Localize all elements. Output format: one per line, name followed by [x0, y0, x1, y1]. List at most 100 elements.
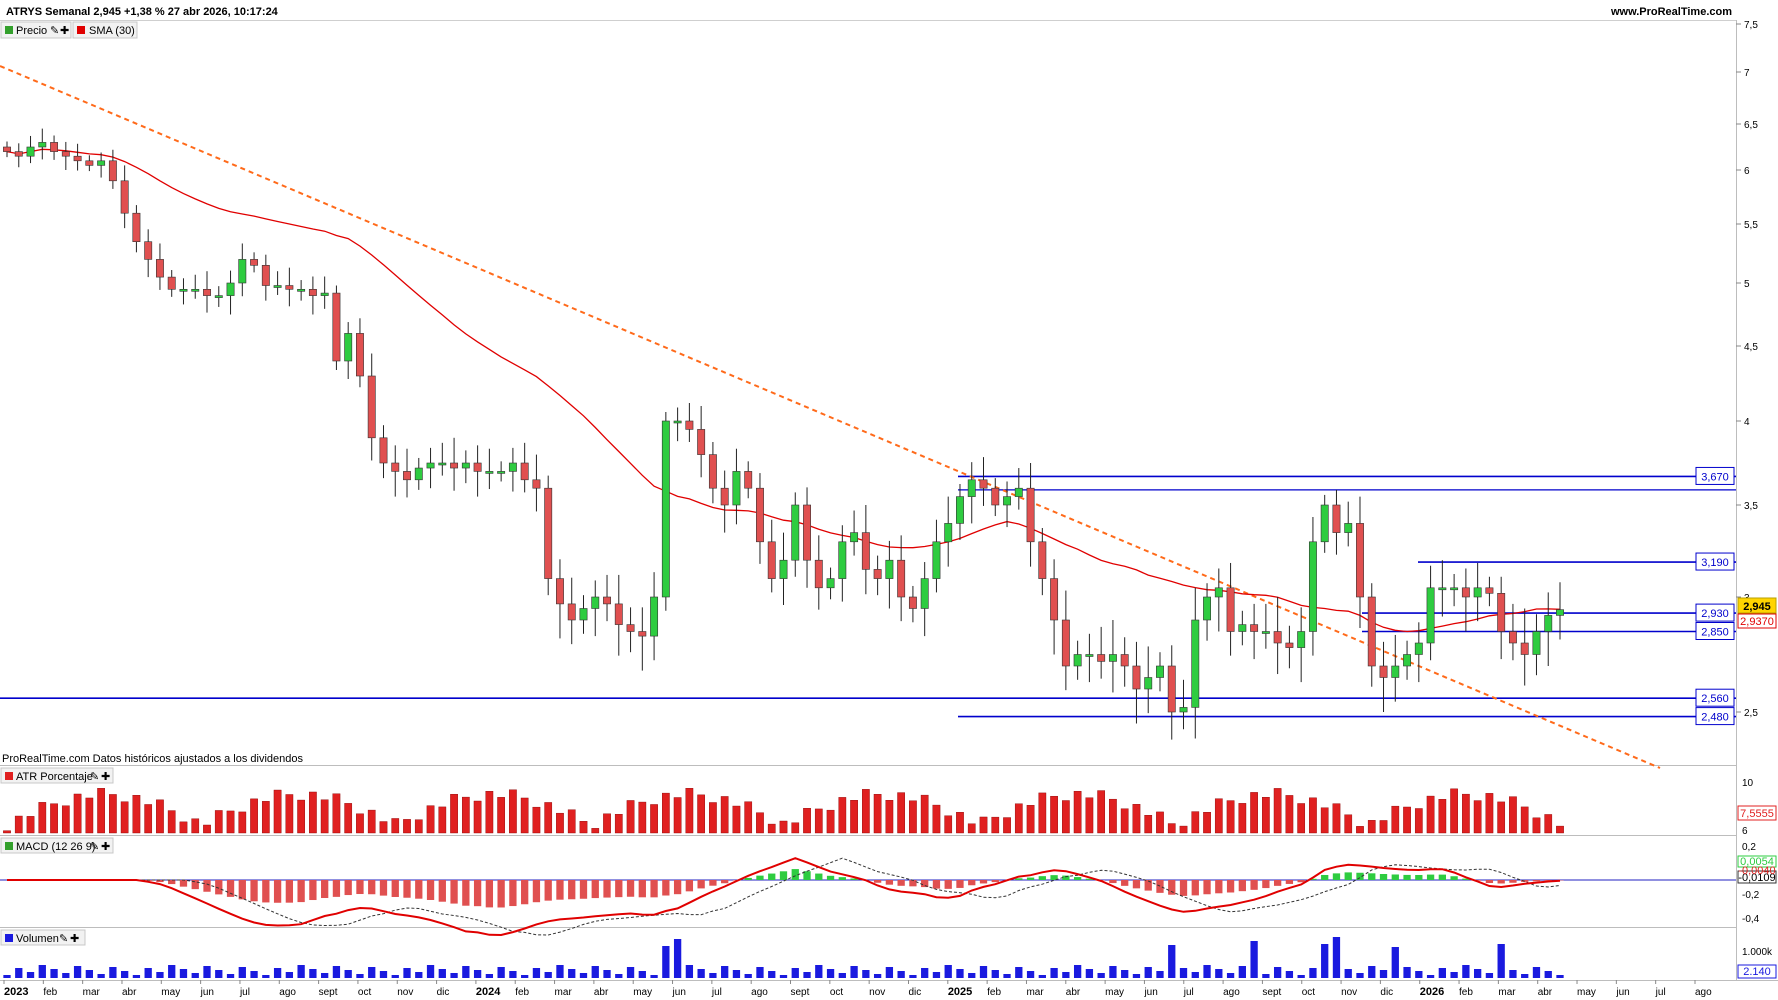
wrench-icon[interactable]: ✎	[90, 841, 99, 853]
site-label[interactable]: www.ProRealTime.com	[1610, 6, 1732, 18]
candle	[1144, 646, 1153, 714]
atr-bar	[367, 809, 376, 834]
volume-bar	[685, 965, 694, 978]
candle	[991, 478, 1000, 517]
plus-icon[interactable]: ✚	[70, 933, 79, 945]
atr-bar	[1226, 800, 1235, 834]
atr-bar	[709, 802, 717, 834]
volume-bar	[791, 968, 799, 978]
candle	[1438, 560, 1447, 617]
svg-text:2.140: 2.140	[1743, 966, 1771, 978]
support-resistance-levels: 3,670 3,190 2,930 2,850 2,560 2,480	[0, 466, 1736, 726]
plus-icon[interactable]: ✚	[101, 841, 110, 853]
svg-text:ATR Porcentaje: ATR Porcentaje	[16, 771, 93, 783]
atr-bar	[273, 789, 282, 834]
time-label: abr	[1066, 987, 1081, 998]
atr-bar	[1473, 800, 1482, 834]
wrench-icon[interactable]: ✎	[50, 25, 59, 37]
macd-hist-bar	[321, 880, 329, 899]
macd-value-tags: 0,0054 -0,0109 -0,0040	[1737, 855, 1777, 884]
macd-hist-bar	[709, 880, 717, 886]
macd-hist-bar	[226, 880, 235, 897]
volume-bar	[1415, 971, 1423, 978]
volume-bar	[203, 966, 211, 978]
candle	[391, 445, 400, 497]
atr-bar	[803, 808, 811, 834]
volume-bar	[932, 972, 941, 978]
macd-hist-bar	[1391, 874, 1399, 880]
macd-hist-bar	[744, 877, 752, 880]
atr-bar	[626, 800, 635, 834]
atr-bar	[1520, 806, 1529, 834]
wrench-icon[interactable]: ✎	[59, 933, 68, 945]
atr-bar	[85, 797, 94, 834]
candle	[1461, 568, 1470, 632]
candle	[367, 353, 376, 461]
macd-hist-bar	[1226, 880, 1235, 893]
macd-hist-bar	[1544, 880, 1552, 881]
macd-hist-bar	[1203, 880, 1211, 895]
atr-bar	[297, 799, 305, 834]
macd-hist-bar	[956, 880, 964, 888]
atr-bar	[1414, 808, 1423, 834]
volume-bar	[1156, 971, 1164, 978]
level-label: 3,670	[1701, 471, 1729, 483]
atr-bar	[1403, 806, 1411, 834]
atr-bar	[391, 818, 400, 834]
atr-bar	[109, 794, 117, 834]
svg-text:-0,0040: -0,0040	[1738, 865, 1775, 877]
atr-bar	[1014, 803, 1023, 834]
volume-bar	[462, 966, 470, 978]
last-price-tag: 2,945	[1737, 597, 1777, 614]
atr-bar	[191, 818, 200, 834]
macd-hist-bar	[721, 880, 729, 884]
atr-bars	[3, 788, 1564, 834]
candle	[1108, 620, 1117, 693]
time-label: mar	[1026, 987, 1044, 998]
candle	[779, 532, 788, 606]
atr-bar	[520, 797, 529, 834]
wrench-icon[interactable]: ✎	[90, 771, 99, 783]
candle	[1450, 574, 1459, 607]
atr-bar	[767, 823, 776, 834]
candle	[1344, 501, 1353, 547]
macd-hist-bar	[979, 880, 988, 884]
volume-bar	[1356, 973, 1364, 978]
atr-bar	[379, 821, 388, 834]
macd-hist-bar	[1050, 875, 1058, 880]
macd-hist-bar	[485, 880, 494, 908]
candle	[144, 229, 153, 278]
candle	[673, 407, 682, 442]
volume-bar	[779, 975, 788, 978]
time-label: dic	[1380, 987, 1393, 998]
atr-bar	[1062, 800, 1070, 834]
price-tick: 4,5	[1744, 342, 1758, 353]
atr-bar	[1156, 811, 1164, 834]
time-label: mar	[555, 987, 573, 998]
atr-bar	[414, 819, 423, 834]
macd-hist-bar	[638, 880, 646, 898]
volume-bar	[391, 975, 399, 978]
level-label: 3,190	[1701, 557, 1729, 569]
candle	[944, 496, 953, 567]
macd-hist-bar	[1273, 880, 1282, 886]
plus-icon[interactable]: ✚	[101, 771, 110, 783]
volume-bar	[415, 972, 423, 978]
plus-icon[interactable]: ✚	[60, 25, 69, 37]
atr-bar	[1462, 793, 1470, 834]
macd-hist-bar	[909, 880, 917, 887]
candle	[1473, 562, 1482, 622]
volume-bar	[838, 973, 846, 978]
volume-bar	[262, 975, 270, 978]
candle	[179, 278, 188, 305]
volume-bar	[238, 967, 246, 978]
atr-bar	[226, 810, 235, 834]
volume-bar	[697, 969, 705, 978]
macd-hist-bar	[332, 880, 341, 897]
price-tick: 5,5	[1744, 220, 1758, 231]
volume-bars	[3, 937, 1564, 978]
volume-bar	[332, 966, 341, 978]
candle	[250, 252, 259, 273]
atr-bar	[1214, 798, 1223, 834]
